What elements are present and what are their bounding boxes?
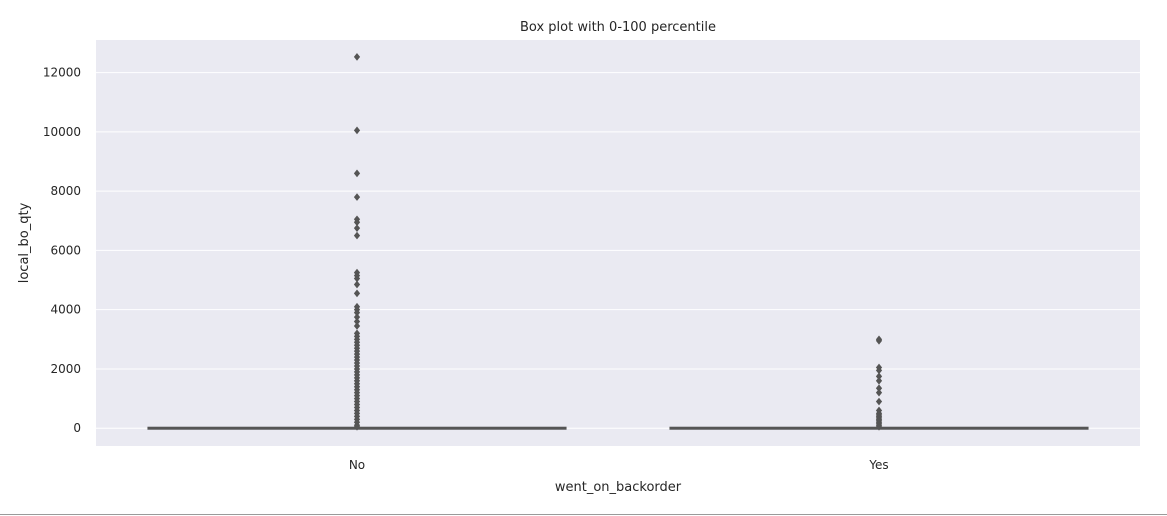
outlier-point (353, 193, 361, 201)
bottom-divider (0, 514, 1167, 515)
outlier-point (353, 224, 361, 233)
outlier-point (353, 322, 361, 330)
y-axis-label: local_bo_qty (17, 202, 32, 283)
box-no (147, 53, 567, 431)
gridlines (96, 72, 1140, 429)
outlier-point (353, 53, 361, 61)
outlier-point (353, 231, 361, 240)
outlier-point (353, 289, 361, 298)
outlier-point (353, 422, 361, 431)
plot-area (96, 40, 1140, 446)
x-axis-label: went_on_backorder (555, 480, 682, 495)
x-tick-label: Yes (868, 458, 888, 472)
y-tick-label: 10000 (43, 125, 81, 139)
x-tick-labels: No Yes (349, 458, 889, 472)
outlier-point (875, 397, 883, 406)
y-tick-label: 0 (73, 421, 81, 435)
outlier-point (875, 336, 883, 345)
outlier-point (875, 422, 883, 431)
outlier-point (353, 126, 361, 135)
boxes (147, 53, 1089, 431)
y-tick-label: 2000 (50, 362, 81, 376)
chart-title: Box plot with 0-100 percentile (520, 20, 716, 35)
y-tick-label: 4000 (50, 303, 81, 317)
outlier-point (353, 169, 361, 178)
y-tick-labels: 0 2000 4000 6000 8000 10000 12000 (43, 66, 81, 436)
box-yes (669, 335, 1089, 431)
y-tick-label: 6000 (50, 243, 81, 257)
x-tick-label: No (349, 458, 365, 472)
y-tick-label: 8000 (50, 184, 81, 198)
outlier-point (875, 376, 883, 385)
outlier-point (353, 280, 361, 289)
y-tick-label: 12000 (43, 66, 81, 80)
outlier-point (875, 388, 883, 397)
